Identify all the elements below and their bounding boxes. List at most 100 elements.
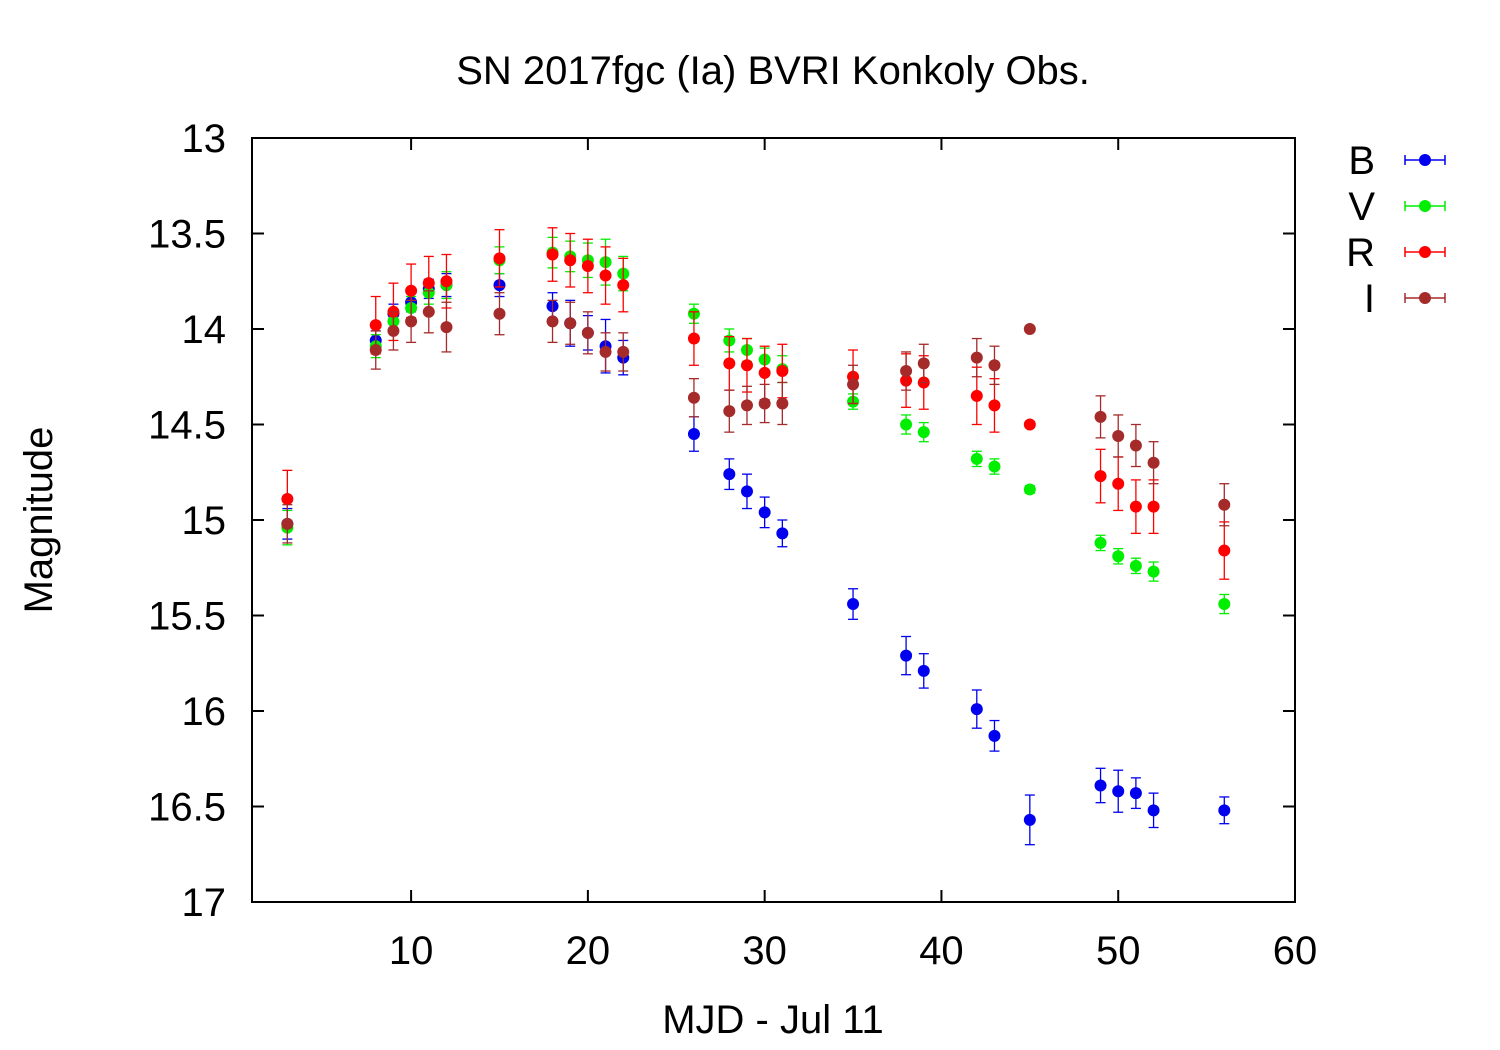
data-point-v: [1218, 598, 1231, 611]
data-point-r: [599, 269, 612, 282]
data-point-i: [1112, 429, 1125, 442]
y-tick-label: 13.5: [148, 213, 226, 257]
data-point-i: [723, 405, 736, 418]
x-tick-label: 20: [566, 929, 611, 973]
data-point-i: [599, 345, 612, 358]
legend-marker-i: [1419, 292, 1431, 304]
data-point-b: [847, 598, 860, 611]
data-point-b: [900, 649, 913, 662]
data-point-v: [988, 460, 1001, 473]
data-point-v: [1129, 559, 1142, 572]
plot-frame: [251, 137, 1296, 903]
data-point-i: [387, 324, 400, 337]
legend-label-b: B: [1348, 139, 1375, 183]
data-point-v: [970, 452, 983, 465]
plot-area: 10 20 30 40 50 60 13 13.5 14 14.5 15 15.5 16 16.5 17: [148, 117, 1317, 973]
y-tick-label: 14: [182, 308, 227, 352]
data-point-r: [1112, 477, 1125, 490]
legend: BVRI: [1346, 139, 1446, 321]
data-point-b: [1023, 813, 1036, 826]
data-point-i: [988, 359, 1001, 372]
data-point-i: [1218, 498, 1231, 511]
data-point-i: [369, 344, 382, 357]
data-point-i: [970, 351, 983, 364]
data-point-r: [687, 332, 700, 345]
data-point-r: [493, 252, 506, 265]
data-point-v: [1023, 483, 1036, 496]
y-tick-label: 16: [182, 690, 227, 734]
y-tick-label: 13: [182, 117, 227, 161]
data-point-b: [1218, 804, 1231, 817]
data-point-r: [564, 254, 577, 267]
data-point-b: [723, 468, 736, 481]
data-point-r: [723, 357, 736, 370]
data-point-v: [1094, 536, 1107, 549]
data-point-i: [758, 397, 771, 410]
data-point-i: [900, 365, 913, 378]
data-point-r: [988, 399, 1001, 412]
series-i: [281, 290, 1231, 544]
x-tick-label: 10: [389, 929, 434, 973]
legend-label-r: R: [1346, 231, 1375, 275]
data-point-i: [1094, 410, 1107, 423]
data-point-r: [1147, 500, 1160, 513]
data-point-b: [1129, 787, 1142, 800]
data-point-i: [581, 326, 594, 339]
data-point-i: [1129, 439, 1142, 452]
data-point-r: [369, 319, 382, 332]
data-point-b: [1094, 779, 1107, 792]
data-point-b: [776, 527, 789, 540]
series-r: [281, 227, 1231, 580]
data-point-r: [1023, 418, 1036, 431]
x-axis-label: MJD - Jul 11: [662, 998, 884, 1042]
series-v: [281, 236, 1231, 615]
data-point-r: [405, 284, 418, 297]
data-point-i: [440, 321, 453, 334]
data-point-r: [758, 366, 771, 379]
legend-label-v: V: [1348, 185, 1375, 229]
data-point-b: [970, 703, 983, 716]
data-point-r: [546, 248, 559, 261]
y-tick-label: 17: [182, 881, 227, 925]
x-tick-label: 30: [742, 929, 787, 973]
data-point-i: [776, 397, 789, 410]
legend-marker-v: [1419, 200, 1431, 212]
data-point-r: [970, 389, 983, 402]
data-point-r: [1129, 500, 1142, 513]
data-point-v: [1112, 550, 1125, 563]
data-point-i: [564, 317, 577, 330]
data-point-i: [740, 399, 753, 412]
data-point-r: [1218, 544, 1231, 557]
data-point-i: [281, 517, 294, 530]
x-tick-label: 50: [1096, 929, 1141, 973]
x-tick-label: 60: [1273, 929, 1318, 973]
data-point-b: [1112, 785, 1125, 798]
y-axis-label: Magnitude: [17, 427, 61, 614]
chart-title: SN 2017fgc (Ia) BVRI Konkoly Obs.: [456, 49, 1090, 93]
data-point-v: [1147, 565, 1160, 578]
data-point-i: [546, 315, 559, 328]
y-tick-label: 15: [182, 499, 227, 543]
data-point-i: [617, 345, 630, 358]
data-point-i: [847, 378, 860, 391]
data-point-b: [758, 506, 771, 519]
data-point-i: [493, 307, 506, 320]
y-tick-label: 15.5: [148, 595, 226, 639]
data-point-i: [422, 305, 435, 318]
data-point-b: [740, 485, 753, 498]
data-point-r: [281, 492, 294, 505]
data-point-i: [405, 315, 418, 328]
data-point-v: [917, 426, 930, 439]
data-point-v: [900, 418, 913, 431]
data-point-r: [776, 365, 789, 378]
series-b: [281, 272, 1231, 846]
data-point-r: [422, 277, 435, 290]
data-point-i: [917, 357, 930, 370]
data-point-r: [1094, 470, 1107, 483]
legend-label-i: I: [1364, 277, 1375, 321]
legend-marker-b: [1419, 154, 1431, 166]
data-point-r: [617, 279, 630, 292]
x-tick-label: 40: [919, 929, 964, 973]
data-point-i: [1023, 323, 1036, 335]
